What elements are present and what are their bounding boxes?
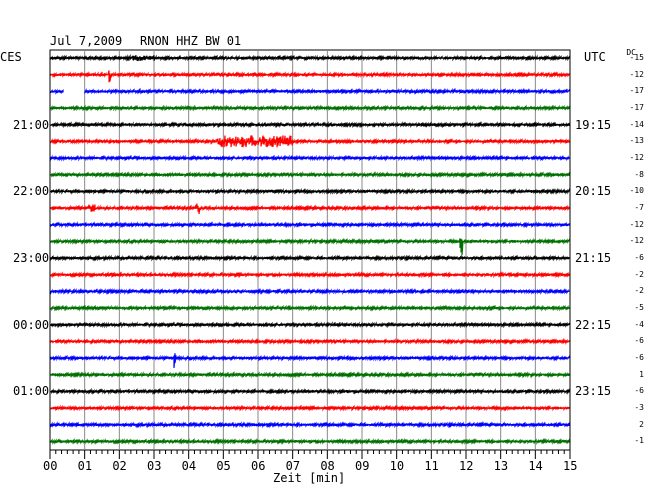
seismogram-trace — [50, 287, 570, 296]
dc-offset-value: -2 — [634, 269, 644, 279]
dc-offset-value: -1 — [634, 436, 644, 446]
dc-offset-value: -6 — [634, 336, 644, 346]
seismogram-trace — [50, 237, 570, 256]
seismogram-trace — [50, 404, 570, 412]
dc-offset-value: 1 — [639, 369, 644, 379]
dc-offset-value: -8 — [634, 169, 644, 179]
seismogram-trace — [50, 254, 570, 262]
dc-offset-value: 2 — [639, 419, 644, 429]
seismogram-trace — [50, 135, 570, 148]
x-tick-label: 04 — [181, 459, 197, 473]
dc-offset-value: -6 — [634, 353, 644, 363]
dc-offset-value: -12 — [629, 236, 644, 246]
dc-offset-value: -5 — [634, 303, 644, 313]
chart-station: RNON HHZ BW 01 — [140, 34, 242, 48]
right-time-label: 22:15 — [575, 317, 612, 332]
dc-offset-value: -13 — [629, 136, 644, 146]
left-time-label: 01:00 — [13, 384, 50, 399]
seismogram-trace — [50, 203, 570, 215]
right-time-label: 23:15 — [575, 384, 612, 399]
x-tick-label: 11 — [424, 459, 439, 473]
seismogram-trace — [50, 171, 570, 179]
seismogram-trace — [50, 121, 570, 129]
right-time-label: 20:15 — [575, 184, 612, 199]
chart-date: Jul 7,2009 — [50, 34, 123, 48]
x-tick-label: 02 — [112, 459, 127, 473]
x-axis-label: Zeit [min] — [273, 471, 346, 485]
dc-offset-value: -17 — [629, 103, 644, 112]
dc-offset-value: -10 — [629, 186, 644, 196]
dc-offset-value: -12 — [629, 153, 644, 163]
left-time-label: 00:00 — [13, 317, 50, 332]
dc-offset-value: -14 — [629, 119, 644, 129]
x-tick-label: 06 — [251, 459, 266, 473]
x-tick-label: 13 — [493, 459, 509, 473]
seismogram-trace — [50, 154, 570, 162]
dc-offset-value: -12 — [629, 219, 644, 229]
seismogram-trace — [50, 87, 570, 95]
right-time-label: 19:15 — [575, 117, 612, 132]
x-tick-label: 08 — [320, 459, 335, 473]
seismogram-trace — [50, 437, 570, 446]
x-tick-label: 07 — [285, 459, 301, 473]
x-tick-label: 15 — [563, 459, 578, 473]
dc-offset-value: -7 — [634, 203, 644, 213]
x-tick-label: 01 — [77, 459, 93, 473]
seismogram-trace — [50, 371, 570, 379]
left-zone-label: CES — [0, 50, 22, 64]
right-zone-label: UTC — [584, 50, 606, 64]
dc-offset-value: -17 — [629, 86, 644, 96]
dc-offset-value: -6 — [634, 386, 644, 396]
seismogram-trace — [50, 271, 570, 279]
seismogram-trace — [50, 221, 570, 229]
left-time-label: 23:00 — [13, 251, 50, 266]
seismogram-trace — [50, 70, 570, 83]
seismogram-trace — [50, 187, 570, 195]
x-tick-label: 00 — [43, 459, 58, 473]
dc-offset-value: -6 — [634, 253, 644, 263]
right-time-label: 21:15 — [575, 251, 612, 266]
seismogram-trace — [50, 321, 570, 329]
seismogram-trace — [50, 387, 570, 396]
dc-offset-value: -2 — [634, 286, 644, 296]
x-tick-label: 05 — [216, 459, 231, 473]
seismogram-trace — [50, 421, 570, 429]
x-tick-label: 10 — [389, 459, 405, 473]
x-tick-label: 12 — [459, 459, 474, 473]
seismogram-trace — [50, 53, 570, 62]
seismogram-trace — [50, 104, 570, 112]
dc-offset-value: -3 — [634, 403, 644, 413]
seismogram-trace — [50, 337, 570, 346]
x-tick-label: 14 — [528, 459, 543, 473]
left-time-label: 22:00 — [13, 184, 50, 199]
dc-offset-value: -12 — [629, 69, 644, 79]
x-tick-label: 09 — [355, 459, 370, 473]
seismogram-trace — [50, 353, 570, 368]
dc-offset-value: -4 — [634, 319, 644, 329]
x-tick-label: 03 — [147, 459, 162, 473]
seismogram-trace — [50, 304, 570, 312]
dc-label: DC — [626, 48, 636, 57]
left-time-label: 21:00 — [13, 117, 50, 132]
dc-offset-value: -15 — [629, 53, 644, 62]
